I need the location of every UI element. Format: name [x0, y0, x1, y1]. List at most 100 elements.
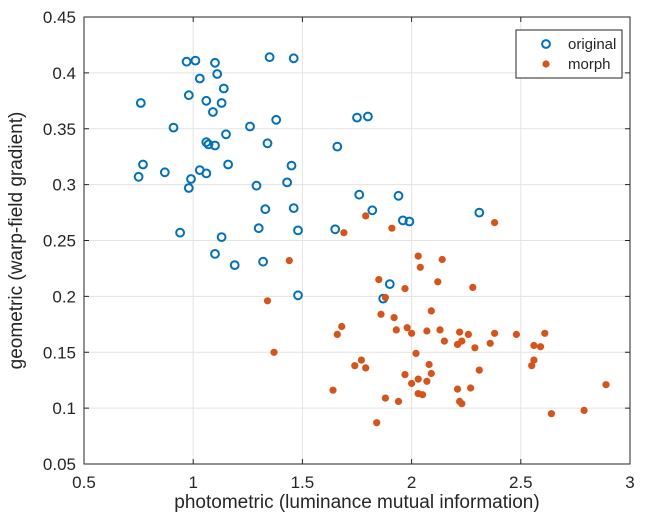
morph-point — [338, 322, 346, 331]
morph-point — [541, 329, 549, 337]
morph-point — [440, 337, 448, 345]
morph-point — [285, 257, 293, 265]
morph-point — [467, 384, 475, 392]
morph-point — [434, 278, 442, 286]
y-tick-label: 0.3 — [52, 176, 76, 195]
original-point — [201, 137, 212, 148]
legend-box — [515, 29, 623, 79]
original-point — [288, 203, 299, 214]
morph-point — [362, 364, 370, 372]
legend-marker-morph — [542, 60, 550, 68]
original-point — [159, 167, 170, 178]
morph-point — [416, 263, 424, 271]
axis-ticks: 0.5 1 1.5 2 2.5 3 0.05 0.1 0.15 0.2 0.25 0.3 0.35 0.4… — [43, 8, 635, 492]
x-tick-label: 2 — [407, 473, 416, 492]
morph-point — [423, 327, 431, 335]
original-point — [288, 53, 299, 64]
morph-point — [458, 337, 466, 345]
morph-point — [263, 297, 272, 305]
y-tick-label: 0.25 — [43, 232, 76, 251]
original-point — [271, 114, 282, 125]
x-tick-label: 0.5 — [72, 473, 96, 492]
x-tick-label: 1 — [188, 473, 197, 492]
y-tick-label: 0.35 — [43, 120, 76, 139]
original-point — [201, 95, 212, 106]
original-point — [190, 55, 201, 66]
x-tick-label: 2.5 — [509, 473, 533, 492]
original-point — [262, 138, 273, 149]
morph-point — [408, 379, 416, 388]
y-tick-label: 0.05 — [43, 455, 76, 474]
original-point — [384, 279, 395, 290]
y-tick-label: 0.4 — [52, 64, 76, 83]
original-point — [210, 57, 220, 68]
y-tick-label: 0.1 — [52, 399, 76, 418]
original-point — [210, 249, 220, 259]
morph-point — [536, 343, 545, 351]
original-point — [264, 52, 275, 63]
morph-point — [547, 410, 556, 418]
morph-point — [427, 307, 435, 315]
y-tick-label: 0.2 — [52, 287, 76, 306]
original-point — [223, 159, 234, 170]
morph-point — [580, 406, 588, 414]
morph-point — [453, 385, 462, 393]
original-point — [286, 160, 297, 171]
data-points — [133, 52, 610, 427]
original-point — [203, 139, 214, 150]
original-point — [138, 159, 148, 170]
morph-point — [388, 224, 396, 232]
morph-point — [456, 328, 464, 336]
original-point — [352, 112, 362, 123]
original-point — [258, 256, 269, 267]
original-point — [135, 98, 146, 108]
morph-point — [394, 397, 403, 405]
x-axis-label: photometric (luminance mutual informatio… — [174, 492, 539, 513]
original-point — [183, 90, 194, 101]
morph-point — [414, 375, 422, 383]
morph-point — [401, 285, 409, 293]
legend: original morph — [515, 29, 623, 79]
morph-point — [403, 324, 411, 332]
x-tick-label: 3 — [625, 473, 634, 492]
original-point — [282, 177, 293, 188]
original-point — [293, 290, 303, 301]
original-point — [168, 122, 179, 133]
morph-point — [270, 348, 278, 356]
morph-point — [427, 369, 435, 378]
original-point — [208, 107, 218, 117]
morph-point — [362, 212, 370, 220]
original-point — [253, 223, 264, 234]
morph-point — [475, 366, 483, 374]
original-point — [251, 180, 262, 191]
morph-point — [390, 314, 398, 322]
original-point — [404, 216, 415, 227]
original-point — [363, 111, 373, 122]
morph-point — [491, 329, 499, 337]
morph-point — [375, 276, 383, 284]
original-point — [354, 189, 365, 200]
legend-label-morph: morph — [568, 56, 611, 73]
original-point — [393, 190, 404, 201]
morph-point — [381, 394, 389, 402]
original-point — [218, 83, 229, 94]
legend-label-original: original — [568, 36, 616, 53]
original-point — [175, 227, 186, 238]
original-point — [367, 205, 378, 216]
original-point — [133, 171, 144, 182]
morph-point — [425, 360, 433, 369]
original-point — [260, 204, 271, 215]
morph-point — [381, 293, 389, 302]
morph-point — [418, 391, 427, 399]
morph-point — [438, 255, 446, 264]
original-point — [194, 73, 205, 84]
legend-marker-original — [541, 39, 551, 49]
morph-point — [512, 330, 521, 338]
original-point — [210, 140, 220, 151]
original-point — [332, 141, 343, 152]
y-tick-label: 0.15 — [43, 343, 76, 362]
original-point — [398, 215, 408, 226]
morph-point — [373, 419, 381, 427]
morph-point — [471, 344, 479, 352]
